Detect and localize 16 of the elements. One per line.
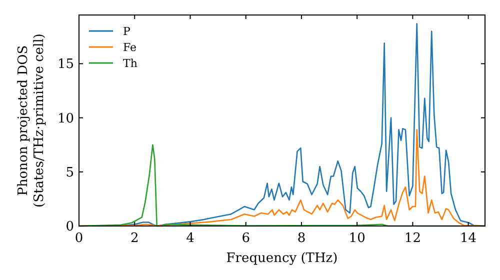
x-tick-label: 6: [242, 231, 250, 246]
y-tick-label: 10: [57, 111, 74, 126]
legend-label: Th: [123, 56, 138, 70]
x-tick-label: 8: [297, 231, 306, 246]
x-tick-label: 4: [186, 231, 194, 246]
y-tick-label: 0: [66, 220, 74, 235]
y-tick-label: 15: [57, 57, 74, 72]
y-tick-label: 5: [66, 165, 74, 180]
x-axis-title: Frequency (THz): [226, 251, 338, 266]
x-tick-label: 10: [348, 231, 366, 246]
y-axis-title: Phonon projected DOS (States/THz·primitive cell): [16, 33, 47, 208]
x-tick-label: 2: [130, 231, 139, 246]
legend-label: P: [123, 24, 131, 38]
x-tick-label: 12: [404, 231, 421, 246]
legend-label: Fe: [123, 40, 137, 54]
x-tick-label: 14: [460, 231, 477, 246]
